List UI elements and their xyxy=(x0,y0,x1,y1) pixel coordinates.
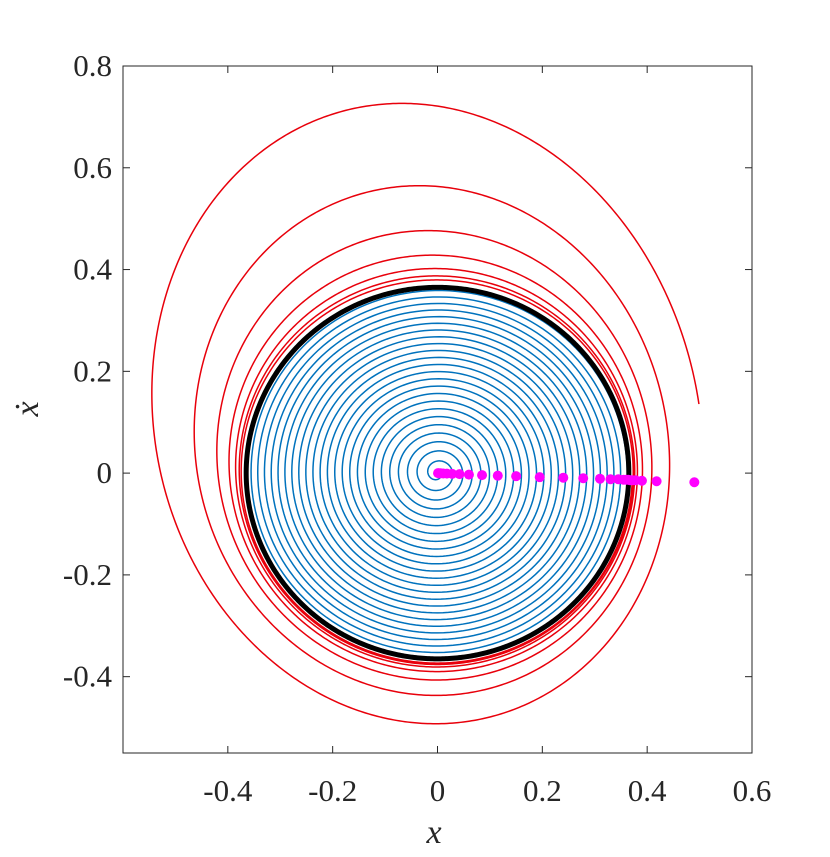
x-tick-label: 0.6 xyxy=(733,773,772,808)
poincare-point xyxy=(492,470,503,481)
poincare-point xyxy=(578,473,589,484)
poincare-point xyxy=(534,472,545,483)
poincare-point xyxy=(511,471,522,482)
y-tick-label: 0.2 xyxy=(73,353,112,388)
y-tick-label: -0.4 xyxy=(63,659,113,694)
x-axis-label: x xyxy=(425,814,441,851)
y-tick-label: 0.4 xyxy=(73,252,112,287)
x-tick-label: 0 xyxy=(430,773,446,808)
poincare-point xyxy=(689,477,700,488)
poincare-point xyxy=(454,469,465,480)
y-tick-label: -0.2 xyxy=(63,557,112,592)
poincare-point xyxy=(613,474,624,485)
outer-spiral-line xyxy=(151,102,700,725)
poincare-point xyxy=(594,473,605,484)
x-tick-label: 0.2 xyxy=(523,773,562,808)
x-tick-label: -0.2 xyxy=(308,773,357,808)
poincare-point xyxy=(433,468,444,479)
x-tick-label: -0.4 xyxy=(203,773,253,808)
poincare-point xyxy=(463,469,474,480)
data-layer xyxy=(151,102,700,725)
limit-cycle-line xyxy=(243,284,632,662)
y-tick-label: 0 xyxy=(97,455,113,490)
poincare-point xyxy=(477,470,488,481)
y-tick-label: 0.8 xyxy=(73,48,112,83)
y-tick-label: 0.6 xyxy=(73,150,112,185)
poincare-point xyxy=(651,476,662,487)
poincare-point xyxy=(605,474,616,485)
y-axis-label: ẋ xyxy=(9,401,46,417)
poincare-point xyxy=(558,472,569,483)
tick-layer: -0.4 -0.2 0 0.2 0.4 0.6 -0.4 -0.2 0 0.2 0.4 0.6 0.8 xyxy=(63,48,771,808)
x-tick-label: 0.4 xyxy=(628,773,667,808)
